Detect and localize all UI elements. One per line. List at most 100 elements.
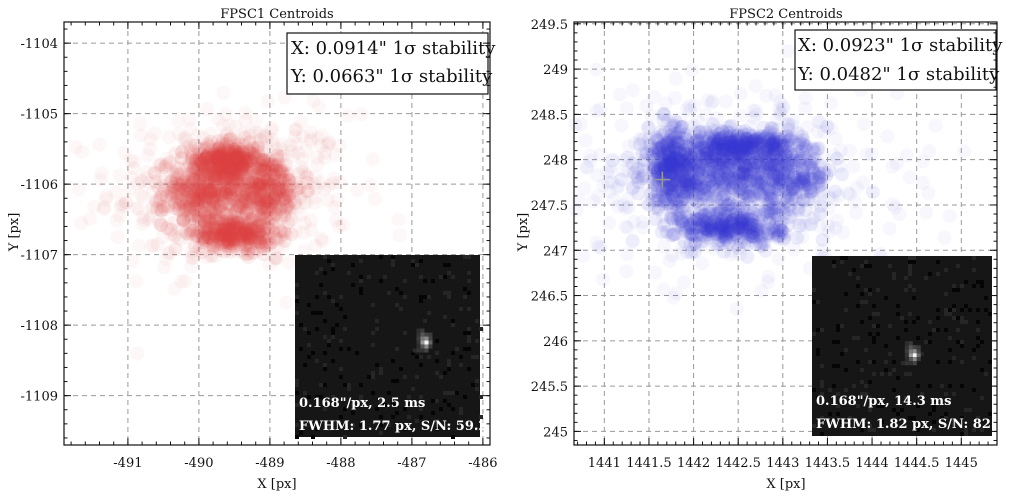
fpsc1-inset-noise-pixel — [463, 295, 467, 299]
fpsc1-centroid-point — [289, 200, 304, 215]
fpsc1-centroid-point — [179, 133, 194, 148]
fpsc2-centroid-point — [618, 201, 633, 216]
fpsc1-centroid-point — [157, 202, 172, 217]
fpsc2-inset-noise-pixel — [952, 304, 956, 308]
fpsc1-centroid-point — [206, 160, 221, 175]
fpsc1-inset-noise-pixel — [343, 327, 347, 331]
fpsc1-inset-noise-pixel — [447, 359, 451, 363]
fpsc1-centroid-point — [201, 230, 216, 245]
fpsc1-centroid-point — [191, 209, 206, 224]
fpsc1-centroid-point — [185, 164, 200, 179]
fpsc1-centroid-point — [119, 195, 134, 210]
fpsc1-centroid-point — [314, 128, 329, 143]
fpsc2-inset-noise-pixel — [944, 412, 948, 416]
fpsc1-inset-noise-pixel — [323, 255, 327, 259]
fpsc1-inset-noise-pixel — [447, 271, 451, 275]
fpsc1-centroid-point — [197, 164, 212, 179]
fpsc1-inset-noise-pixel — [403, 295, 407, 299]
fpsc1-inset-noise-pixel — [395, 303, 399, 307]
fpsc1-centroid-point — [236, 182, 251, 197]
fpsc2-inset-noise-pixel — [972, 356, 976, 360]
fpsc2-inset-noise-pixel — [820, 380, 824, 384]
fpsc1-centroid-point — [186, 223, 201, 238]
fpsc1-centroid-point — [283, 138, 298, 153]
fpsc1-centroid-point — [219, 185, 234, 200]
fpsc1-centroid-point — [151, 158, 166, 173]
fpsc1-inset-noise-pixel — [475, 387, 479, 391]
fpsc1-centroid-point — [200, 183, 214, 197]
fpsc1-centroid-point — [218, 167, 232, 182]
fpsc1-centroid-point — [231, 176, 246, 191]
fpsc1-inset-noise-pixel — [443, 371, 447, 375]
fpsc1-centroid-point — [244, 191, 259, 206]
fpsc1-centroid-point — [155, 230, 170, 245]
fpsc1-centroid-point — [150, 201, 164, 216]
fpsc1-centroid-point — [178, 182, 192, 197]
fpsc1-centroid-point — [392, 228, 407, 243]
fpsc2-inset-noise-pixel — [868, 288, 872, 292]
fpsc1-inset-noise-pixel — [295, 435, 299, 439]
fpsc2-star-pixel — [912, 361, 917, 366]
fpsc1-centroid-point — [218, 184, 233, 199]
fpsc1-inset-noise-pixel — [455, 347, 459, 351]
fpsc2-centroid-point — [759, 88, 774, 103]
fpsc2-centroid-point — [781, 117, 796, 131]
fpsc1-centroid-point — [287, 196, 302, 211]
fpsc2-stat-y: Y: 0.0482" 1σ stability — [797, 64, 1000, 85]
fpsc1-centroid-point — [186, 193, 201, 208]
fpsc1-centroid-point — [191, 192, 206, 207]
fpsc1-star-pixel — [420, 332, 425, 337]
fpsc1-ytick-label: -1106 — [21, 178, 58, 193]
fpsc1-centroid-point — [172, 167, 187, 182]
fpsc2-inset-noise-pixel — [816, 300, 820, 304]
fpsc1-inset-noise-pixel — [319, 267, 323, 271]
fpsc1-inset-noise-pixel — [339, 367, 343, 371]
fpsc1-centroid-point — [174, 274, 189, 289]
fpsc1-centroid-point — [297, 243, 312, 258]
fpsc2-inset-noise-pixel — [988, 412, 992, 416]
fpsc1-centroid-point — [171, 177, 186, 192]
fpsc1-centroid-point — [232, 150, 247, 165]
fpsc1-centroid-point — [294, 191, 308, 206]
fpsc1-centroid-point — [220, 160, 234, 175]
fpsc1-centroid-point — [190, 193, 204, 208]
fpsc1-centroid-point — [212, 199, 227, 214]
fpsc1-centroid-point — [204, 159, 219, 174]
fpsc1-centroid-point — [216, 85, 231, 100]
fpsc1-inset-noise-pixel — [331, 327, 335, 331]
fpsc1-centroid-point — [276, 227, 290, 242]
fpsc1-centroid-point — [195, 183, 209, 198]
fpsc1-centroid-point — [215, 190, 230, 205]
fpsc1-inset-noise-pixel — [295, 299, 299, 303]
fpsc1-inset-noise-pixel — [391, 263, 395, 267]
fpsc1-centroid-point — [143, 132, 158, 147]
fpsc1-centroid-point — [165, 181, 180, 195]
fpsc2-inset-noise-pixel — [844, 292, 848, 296]
fpsc1-centroid-point — [154, 178, 169, 193]
fpsc1-centroid-point — [263, 180, 278, 195]
fpsc2-inset-noise-pixel — [960, 340, 964, 344]
fpsc1-centroid-point — [199, 191, 214, 206]
fpsc2-inset-noise-pixel — [836, 328, 840, 332]
fpsc1-centroid-point — [205, 176, 220, 190]
fpsc1-centroid-point — [238, 113, 253, 128]
fpsc1-centroid-point — [216, 169, 231, 184]
fpsc1-centroid-point — [181, 200, 196, 215]
fpsc2-centroid-point — [790, 147, 804, 162]
fpsc1-centroid-point — [175, 173, 190, 188]
fpsc1-ytick-label: -1108 — [21, 319, 58, 334]
fpsc2-centroid-point — [593, 102, 608, 117]
fpsc1-centroid-point — [294, 165, 309, 180]
fpsc2-xtick-label: 1442.5 — [715, 456, 761, 471]
fpsc1-centroid-point — [198, 195, 212, 210]
fpsc1-centroid-point — [197, 158, 212, 173]
fpsc1-centroid-point — [237, 147, 252, 162]
fpsc2-inset-noise-pixel — [956, 340, 960, 344]
fpsc1-centroid-point — [177, 199, 191, 213]
fpsc1-centroid-point — [259, 235, 274, 250]
fpsc2-star-pixel — [916, 349, 921, 354]
fpsc1-inset-noise-pixel — [347, 387, 351, 391]
fpsc1-inset-noise-pixel — [399, 291, 403, 295]
fpsc1-xlabel: X [px] — [257, 477, 296, 492]
fpsc1-inset-noise-pixel — [411, 263, 415, 267]
